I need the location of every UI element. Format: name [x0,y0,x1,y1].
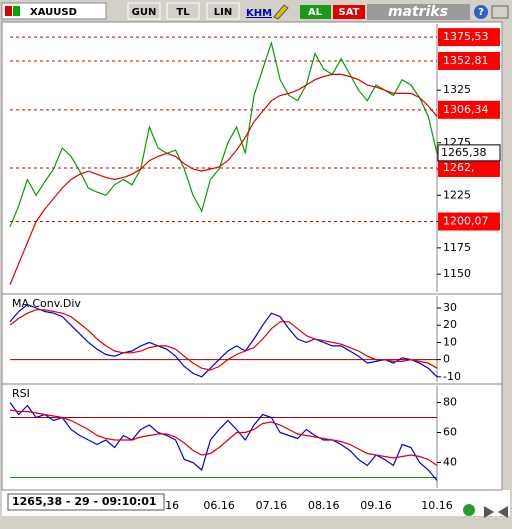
level-label: 1262, [443,161,475,174]
status: 1265,38 - 29 - 09:10:01 [12,495,157,508]
y-tick-label: 1175 [443,241,471,254]
status-box [7,493,165,511]
level-box [438,100,500,119]
y-tick-label: 10 [443,335,457,348]
button[interactable] [127,2,161,20]
panel-bg [1,21,503,295]
logo-box [367,4,470,20]
x-tick-label: 10.16 [421,499,453,512]
icon [5,6,12,16]
window-button[interactable] [491,5,509,19]
symbol-box[interactable] [1,2,107,20]
button[interactable] [206,2,240,20]
button-label: GUN [132,7,157,18]
y-tick-label: 1225 [443,188,471,201]
y-tick-label: 60 [443,426,457,439]
button[interactable] [166,2,200,20]
sell-label: SAT [339,7,360,18]
help-label: ? [478,7,484,18]
nav-icon[interactable] [484,506,494,518]
panel-title: RSI [12,387,30,400]
sell-button[interactable] [333,5,365,19]
series-line [9,309,438,371]
level-box [438,51,500,70]
level-box [438,158,500,177]
x-tick-label: 06.16 [203,499,235,512]
button-label: LIN [214,7,232,18]
level-box [438,28,500,47]
x-tick-label: 08.16 [308,499,340,512]
buy-label: AL [308,7,323,18]
series-line [9,303,438,378]
y-tick-label: 40 [443,456,457,469]
y-tick-label: 20 [443,318,457,331]
last-price-box [437,144,501,162]
x-tick-label: 09.16 [360,499,392,512]
y-tick-label: 1325 [443,83,471,96]
level-label: 1306,34 [443,103,489,116]
logo: matriks [388,4,448,20]
nav-icon[interactable] [498,506,508,518]
button-label: TL [176,7,190,18]
button-label[interactable]: KHM [246,8,272,19]
series-line [9,73,438,285]
last-price-label: 1265,38 [441,146,487,159]
symbol: XAUUSD [30,7,77,18]
y-tick-label: 80 [443,396,457,409]
panel-bg [1,383,503,491]
series-line [9,402,438,481]
y-tick-label: 1150 [443,267,471,280]
y-tick-label: 30 [443,301,457,314]
x-tick-label: 07.16 [256,499,288,512]
pencil-icon[interactable] [273,4,289,20]
y-tick-label: 0 [443,353,450,366]
y-tick-label: -10 [443,370,461,383]
panel-title: MA.Conv.Div [12,297,81,310]
level-label: 1352,81 [443,54,489,67]
buy-button[interactable] [300,5,331,19]
refresh-icon[interactable] [463,504,475,516]
help-button[interactable] [474,5,488,19]
series-line [9,409,438,466]
level-label: 1375,53 [443,30,489,43]
level-label: 1200,07 [443,215,489,228]
icon [13,6,20,16]
level-box [438,212,500,231]
